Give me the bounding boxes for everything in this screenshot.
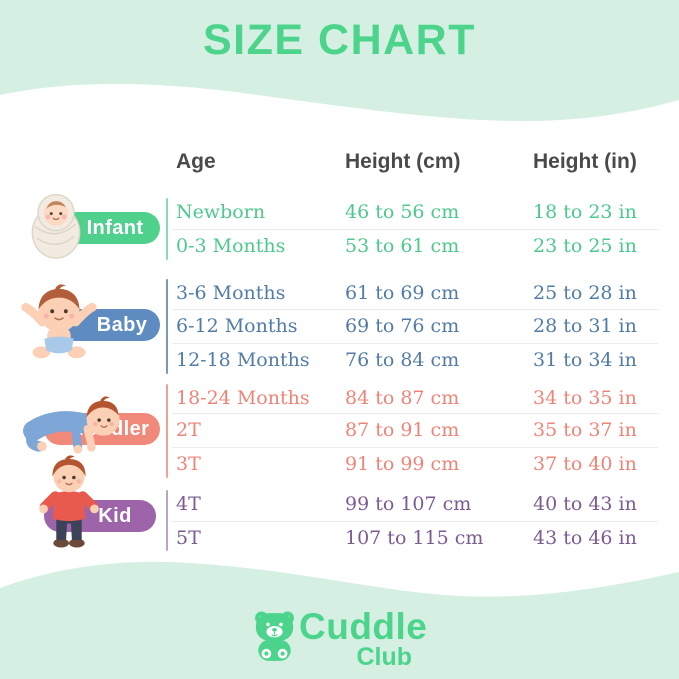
age-cell: 5T	[176, 527, 201, 549]
table-row: 5T 107 to 115 cm 43 to 46 in	[172, 521, 658, 554]
bottom-wave-background	[0, 561, 679, 679]
height-in-cell: 35 to 37 in	[533, 419, 637, 441]
table-row: 6-12 Months 69 to 76 cm 28 to 31 in	[172, 309, 658, 342]
height-in-cell: 37 to 40 in	[533, 453, 637, 475]
height-cm-cell: 87 to 91 cm	[345, 419, 460, 441]
age-cell: 12-18 Months	[176, 349, 310, 371]
table-header: Age Height (cm) Height (in)	[172, 146, 658, 178]
age-cell: 4T	[176, 493, 201, 515]
age-cell: Newborn	[176, 201, 266, 223]
height-in-cell: 31 to 34 in	[533, 349, 637, 371]
top-wave-background	[0, 0, 679, 122]
table-row: 2T 87 to 91 cm 35 to 37 in	[172, 413, 658, 446]
brand-name: Cuddle	[299, 606, 428, 647]
height-cm-cell: 69 to 76 cm	[345, 315, 460, 337]
age-cell: 2T	[176, 419, 201, 441]
height-cm-cell: 84 to 87 cm	[345, 387, 460, 409]
height-cm-cell: 46 to 56 cm	[345, 201, 460, 223]
height-in-cell: 28 to 31 in	[533, 315, 637, 337]
height-in-cell: 40 to 43 in	[533, 493, 637, 515]
table-row: 0-3 Months 53 to 61 cm 23 to 25 in	[172, 229, 658, 262]
age-cell: 18-24 Months	[176, 387, 310, 409]
height-in-cell: 43 to 46 in	[533, 527, 637, 549]
height-cm-cell: 99 to 107 cm	[345, 493, 472, 515]
age-cell: 3T	[176, 453, 201, 475]
sitting-baby-icon	[21, 284, 97, 359]
crawling-toddler-icon	[23, 396, 120, 454]
height-in-cell: 34 to 35 in	[533, 387, 637, 409]
teddy-bear-icon	[255, 611, 294, 661]
header-age: Age	[176, 150, 216, 173]
table-row: 18-24 Months 84 to 87 cm 34 to 35 in	[172, 382, 658, 414]
age-cell: 3-6 Months	[176, 282, 286, 304]
table-row: 3-6 Months 61 to 69 cm 25 to 28 in	[172, 277, 658, 309]
brand-subname: Club	[356, 643, 412, 671]
height-cm-cell: 53 to 61 cm	[345, 235, 460, 257]
table-row: 3T 91 to 99 cm 37 to 40 in	[172, 447, 658, 480]
table-row: 4T 99 to 107 cm 40 to 43 in	[172, 488, 658, 520]
age-cell: 0-3 Months	[176, 235, 286, 257]
header-height-in: Height (in)	[533, 150, 637, 173]
page-title: SIZE CHART	[203, 16, 476, 64]
infant-group-line	[166, 198, 168, 260]
swaddled-baby-icon	[31, 193, 81, 259]
table-row: Newborn 46 to 56 cm 18 to 23 in	[172, 196, 658, 228]
height-cm-cell: 61 to 69 cm	[345, 282, 460, 304]
height-cm-cell: 107 to 115 cm	[345, 527, 484, 549]
toddler-group-line	[166, 384, 168, 478]
height-in-cell: 23 to 25 in	[533, 235, 637, 257]
height-cm-cell: 91 to 99 cm	[345, 453, 460, 475]
baby-group-line	[166, 279, 168, 374]
table-row: 12-18 Months 76 to 84 cm 31 to 34 in	[172, 343, 658, 376]
age-cell: 6-12 Months	[176, 315, 298, 337]
height-in-cell: 18 to 23 in	[533, 201, 637, 223]
height-in-cell: 25 to 28 in	[533, 282, 637, 304]
standing-kid-icon	[39, 455, 99, 548]
height-cm-cell: 76 to 84 cm	[345, 349, 460, 371]
kid-group-line	[166, 490, 168, 551]
header-height-cm: Height (cm)	[345, 150, 461, 173]
